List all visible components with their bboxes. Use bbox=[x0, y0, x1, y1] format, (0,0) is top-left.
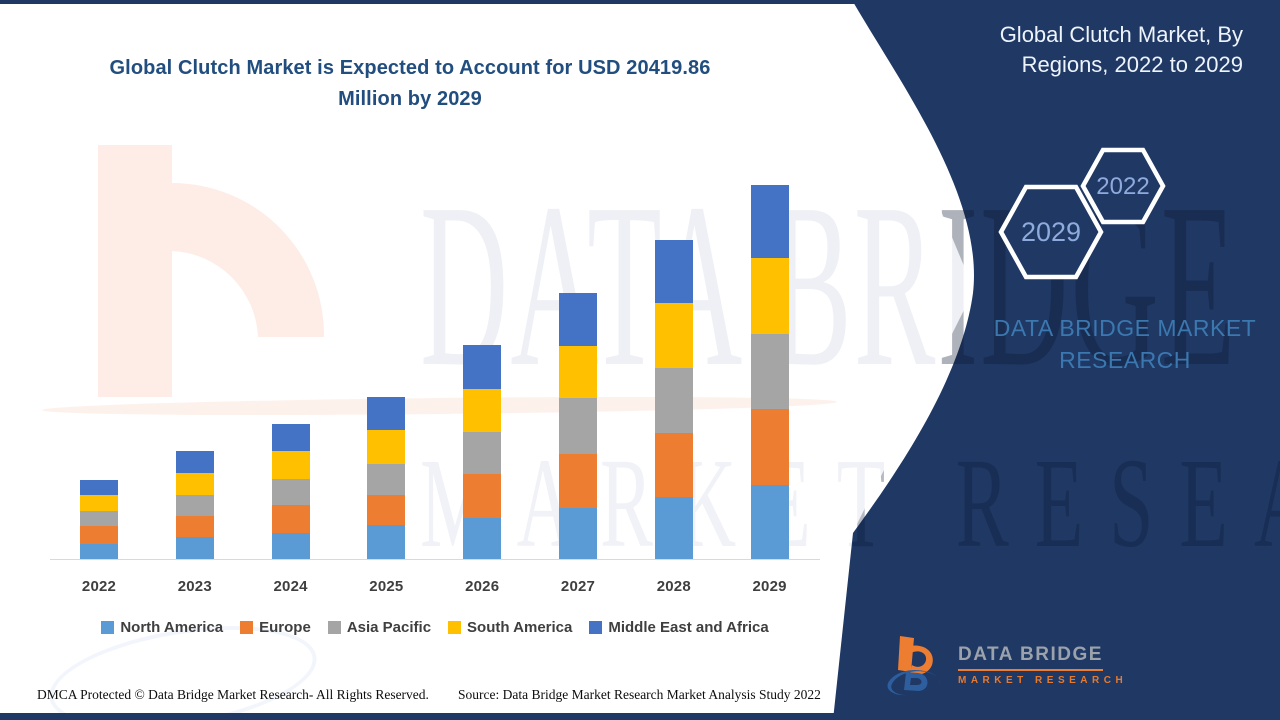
legend-item-middle-east-and-africa: Middle East and Africa bbox=[589, 619, 769, 636]
x-tick-2029: 2029 bbox=[752, 578, 787, 595]
dbmr-logo-icon bbox=[887, 636, 940, 696]
bar-segment-2026-asia-pacific bbox=[463, 432, 502, 474]
bar-2029 bbox=[750, 185, 789, 559]
bar-segment-2026-south-america bbox=[463, 389, 502, 433]
bar-segment-2026-north-america bbox=[463, 518, 502, 559]
x-tick-2025: 2025 bbox=[369, 578, 404, 595]
bar-segment-2023-south-america bbox=[175, 473, 214, 495]
bar-segment-2025-north-america bbox=[367, 525, 406, 559]
dbmr-logo-line2: MARKET RESEARCH bbox=[958, 675, 1128, 686]
x-axis-line bbox=[50, 559, 820, 560]
bar-segment-2025-europe bbox=[367, 495, 406, 525]
bar-segment-2025-south-america bbox=[367, 430, 406, 464]
bar-segment-2023-asia-pacific bbox=[175, 495, 214, 516]
legend-swatch-europe bbox=[240, 621, 254, 634]
bar-segment-2029-middle-east-and-africa bbox=[750, 185, 789, 258]
x-tick-2026: 2026 bbox=[465, 578, 500, 595]
legend-label-south-america: South America bbox=[467, 619, 573, 636]
bar-segment-2023-north-america bbox=[175, 537, 214, 559]
bar-2024 bbox=[271, 424, 310, 559]
legend-label-europe: Europe bbox=[259, 619, 311, 636]
bar-segment-2024-south-america bbox=[271, 451, 310, 479]
dbmr-logo-text: DATA BRIDGE MARKET RESEARCH bbox=[958, 634, 1127, 686]
bar-segment-2028-north-america bbox=[654, 497, 693, 559]
x-tick-2028: 2028 bbox=[656, 578, 691, 595]
legend-item-north-america: North America bbox=[101, 619, 223, 636]
page-title-line1: Global Clutch Market is Expected to Acco… bbox=[109, 57, 711, 79]
legend-swatch-south-america bbox=[448, 621, 462, 634]
bar-segment-2025-asia-pacific bbox=[367, 464, 406, 495]
legend-swatch-north-america bbox=[101, 621, 115, 634]
bar-segment-2024-north-america bbox=[271, 533, 310, 559]
bar-segment-2026-middle-east-and-africa bbox=[463, 345, 502, 390]
page-title-line2: Million by 2029 bbox=[338, 88, 482, 110]
bar-segment-2026-europe bbox=[463, 474, 502, 518]
legend-item-asia-pacific: Asia Pacific bbox=[327, 619, 432, 636]
bar-segment-2029-asia-pacific bbox=[750, 334, 789, 409]
bar-segment-2024-asia-pacific bbox=[271, 479, 310, 505]
bar-segment-2023-europe bbox=[175, 516, 214, 537]
legend-swatch-asia-pacific bbox=[327, 621, 341, 634]
bar-segment-2022-asia-pacific bbox=[80, 511, 118, 526]
bar-segment-2029-south-america bbox=[750, 258, 789, 334]
bar-2026 bbox=[463, 345, 502, 559]
bar-segment-2027-north-america bbox=[559, 508, 597, 559]
bar-segment-2027-south-america bbox=[559, 346, 597, 398]
bar-segment-2022-south-america bbox=[80, 495, 118, 511]
bar-segment-2028-middle-east-and-africa bbox=[654, 240, 693, 303]
legend-label-middle-east-and-africa: Middle East and Africa bbox=[608, 619, 769, 636]
bar-segment-2024-europe bbox=[271, 505, 310, 533]
panel-brand-text: DATA BRIDGE MARKET RESEARCH bbox=[993, 315, 1257, 373]
bar-2022 bbox=[80, 480, 118, 559]
bar-segment-2022-north-america bbox=[80, 544, 118, 559]
hexagon-2029-label: 2029 bbox=[1021, 217, 1081, 247]
x-tick-2023: 2023 bbox=[177, 578, 212, 595]
year-hexagons: 2029 2022 bbox=[998, 147, 1166, 280]
bar-2025 bbox=[367, 397, 406, 559]
bar-segment-2023-middle-east-and-africa bbox=[175, 451, 214, 473]
bar-segment-2028-south-america bbox=[654, 303, 693, 368]
bar-segment-2028-europe bbox=[654, 433, 693, 497]
bar-2027 bbox=[559, 293, 597, 559]
bar-2023 bbox=[175, 451, 214, 559]
x-tick-2024: 2024 bbox=[273, 578, 308, 595]
bar-segment-2028-asia-pacific bbox=[654, 368, 693, 433]
source-note: Source: Data Bridge Market Research Mark… bbox=[458, 687, 821, 702]
legend-item-south-america: South America bbox=[448, 619, 572, 636]
bar-segment-2027-asia-pacific bbox=[559, 398, 597, 454]
bar-segment-2027-middle-east-and-africa bbox=[559, 293, 597, 346]
panel-title-line2: Regions, 2022 to 2029 bbox=[1021, 52, 1243, 77]
bar-segment-2022-middle-east-and-africa bbox=[80, 480, 118, 495]
dmca-notice: DMCA Protected © Data Bridge Market Rese… bbox=[37, 687, 429, 702]
legend-swatch-middle-east-and-africa bbox=[589, 621, 603, 634]
panel-title-line1: Global Clutch Market, By bbox=[999, 22, 1243, 47]
bar-segment-2029-north-america bbox=[750, 485, 789, 559]
x-tick-2022: 2022 bbox=[81, 578, 117, 595]
bar-segment-2024-middle-east-and-africa bbox=[271, 424, 310, 451]
bar-segment-2025-middle-east-and-africa bbox=[367, 397, 406, 430]
legend-label-asia-pacific: Asia Pacific bbox=[346, 619, 432, 636]
legend-label-north-america: North America bbox=[120, 619, 224, 636]
bar-2028 bbox=[654, 240, 693, 559]
page-title: Global Clutch Market is Expected to Acco… bbox=[55, 53, 765, 115]
chart-legend: North America Europe Asia Pacific South Ame… bbox=[40, 619, 830, 636]
watermark-logo-icon bbox=[98, 145, 325, 397]
hexagon-2022-label: 2022 bbox=[1096, 173, 1149, 200]
bar-segment-2029-europe bbox=[750, 409, 789, 485]
bar-segment-2027-europe bbox=[559, 454, 597, 508]
x-tick-2027: 2027 bbox=[560, 578, 596, 595]
bar-segment-2022-europe bbox=[80, 526, 118, 544]
panel-title: Global Clutch Market, By Regions, 2022 t… bbox=[943, 20, 1243, 80]
legend-item-europe: Europe bbox=[240, 619, 311, 636]
dbmr-logo-line1: DATA BRIDGE bbox=[958, 644, 1103, 671]
dbmr-logo: DATA BRIDGE MARKET RESEARCH bbox=[884, 634, 1127, 698]
